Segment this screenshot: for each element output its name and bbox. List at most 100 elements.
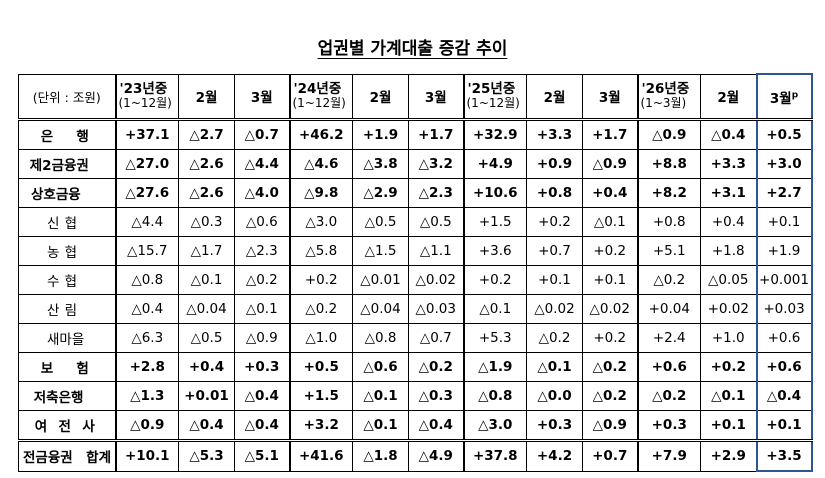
- column-header: '26년중 (1~3월): [636, 73, 701, 121]
- cell: △4.0: [234, 178, 290, 208]
- table-row: 새마을 △6.3 △0.5 △0.9 △1.0 △0.8 △0.7 +5.3 △0.2 +0.2 +…: [18, 323, 813, 353]
- cell: △0.2: [288, 294, 353, 324]
- column-header: 2월: [700, 73, 757, 121]
- cell: +4.9: [462, 149, 527, 179]
- cell: △2.7: [178, 119, 235, 150]
- cell: △0.7: [408, 323, 464, 353]
- column-header: 2월: [526, 73, 583, 121]
- cell: △0.3: [178, 207, 235, 237]
- row-label: 상호금융: [18, 178, 116, 208]
- cell: +2.4: [636, 323, 701, 353]
- row-label: 신 협: [18, 207, 116, 237]
- cell: +0.04: [636, 294, 701, 324]
- cell: △0.1: [526, 352, 583, 382]
- column-period: (1~12월): [292, 96, 346, 111]
- cell: △1.1: [408, 236, 464, 266]
- unit: (단위 : 조원): [18, 73, 116, 121]
- cell: △0.03: [408, 294, 464, 324]
- cell: △5.3: [178, 439, 235, 472]
- cell: △0.4: [114, 294, 179, 324]
- column-period: (1~12월): [118, 96, 172, 111]
- cell: +2.9: [700, 439, 757, 472]
- cell: △27.6: [114, 178, 179, 208]
- cell: +5.3: [462, 323, 527, 353]
- cell: +0.2: [526, 207, 583, 237]
- cell: △4.6: [288, 149, 353, 179]
- cell: +0.3: [636, 410, 701, 441]
- row-label-text: 제2금융권: [29, 158, 89, 174]
- cell: +0.4: [178, 352, 235, 382]
- cell: +0.3: [526, 410, 583, 441]
- table-row: 보 험 +2.8 +0.4 +0.3 +0.5 △0.6 △0.2 △1.9 △0.1 △0.2 +…: [18, 352, 813, 382]
- cell: △6.3: [114, 323, 179, 353]
- cell: △0.05: [700, 265, 757, 295]
- cell: +1.0: [700, 323, 757, 353]
- column-month: 3월: [769, 90, 792, 107]
- cell: +0.2: [582, 323, 638, 353]
- row-label-text: 농 협: [47, 245, 77, 261]
- column-month: 2월: [717, 90, 740, 107]
- cell: △0.0: [526, 381, 583, 411]
- cell: +1.7: [582, 119, 638, 150]
- row-label-text: 여 전 사: [34, 419, 95, 435]
- row-label: 농 협: [18, 236, 116, 266]
- cell: +0.8: [526, 178, 583, 208]
- cell: +10.1: [114, 439, 179, 472]
- column-header: '25년중 (1~12월): [462, 73, 527, 121]
- cell: +0.1: [700, 410, 757, 441]
- cell: △1.7: [178, 236, 235, 266]
- cell: △0.4: [234, 381, 290, 411]
- cell: △0.9: [234, 323, 290, 353]
- cell: △0.7: [234, 119, 290, 150]
- cell: +5.1: [636, 236, 701, 266]
- cell: +1.5: [462, 207, 527, 237]
- cell: △2.6: [178, 178, 235, 208]
- cell: △0.9: [114, 410, 179, 441]
- cell: △0.5: [408, 207, 464, 237]
- cell: △27.0: [114, 149, 179, 179]
- cell: +2.8: [114, 352, 179, 382]
- cell: △5.8: [288, 236, 353, 266]
- cell: △0.2: [636, 381, 701, 411]
- cell: +0.2: [462, 265, 527, 295]
- cell: △4.4: [234, 149, 290, 179]
- cell: +0.7: [526, 236, 583, 266]
- cell: △0.2: [582, 352, 638, 382]
- cell: +0.5: [755, 119, 813, 150]
- cell: △1.8: [352, 439, 409, 472]
- cell: △4.9: [408, 439, 464, 472]
- cell: +3.3: [700, 149, 757, 179]
- column-year: '26년중: [641, 81, 690, 98]
- cell: △0.04: [178, 294, 235, 324]
- cell: △0.5: [352, 207, 409, 237]
- cell: △2.3: [234, 236, 290, 266]
- cell: △2.3: [408, 178, 464, 208]
- column-header: 2월: [178, 73, 235, 121]
- cell: △0.01: [352, 265, 409, 295]
- header-row: (단위 : 조원) '23년중 (1~12월) 2월 3월 '24년중 (1~12월) 2월…: [18, 73, 813, 121]
- cell: △0.9: [582, 410, 638, 441]
- column-period: (1~3월): [640, 96, 687, 111]
- row-label: 제2금융권: [18, 149, 116, 179]
- cell: △0.8: [352, 323, 409, 353]
- cell: +0.6: [755, 352, 813, 382]
- cell: △0.1: [234, 294, 290, 324]
- cell: △0.6: [352, 352, 409, 382]
- cell: △0.2: [526, 323, 583, 353]
- cell: △1.9: [462, 352, 527, 382]
- cell: +0.4: [700, 207, 757, 237]
- cell: +0.3: [234, 352, 290, 382]
- column-month: 2월: [369, 90, 392, 107]
- column-header: 3월: [582, 73, 638, 121]
- table-row: 전금융권 합계 +10.1 △5.3 △5.1 +41.6 △1.8 △4.9 +37.8 +4…: [18, 439, 813, 472]
- table-row: 저축은행 △1.3 +0.01 △0.4 +1.5 △0.1 △0.3 △0.8 △0.0 △0.…: [18, 381, 813, 411]
- cell: △9.8: [288, 178, 353, 208]
- cell: +3.1: [700, 178, 757, 208]
- table-row: 수 협 △0.8 △0.1 △0.2 +0.2 △0.01 △0.02 +0.2 +0.1 +0.…: [18, 265, 813, 295]
- cell: +1.5: [288, 381, 353, 411]
- cell: △3.0: [462, 410, 527, 441]
- row-label: 보 험: [18, 352, 116, 382]
- column-year: '23년중: [119, 81, 168, 98]
- cell: △0.1: [352, 410, 409, 441]
- cell: △1.5: [352, 236, 409, 266]
